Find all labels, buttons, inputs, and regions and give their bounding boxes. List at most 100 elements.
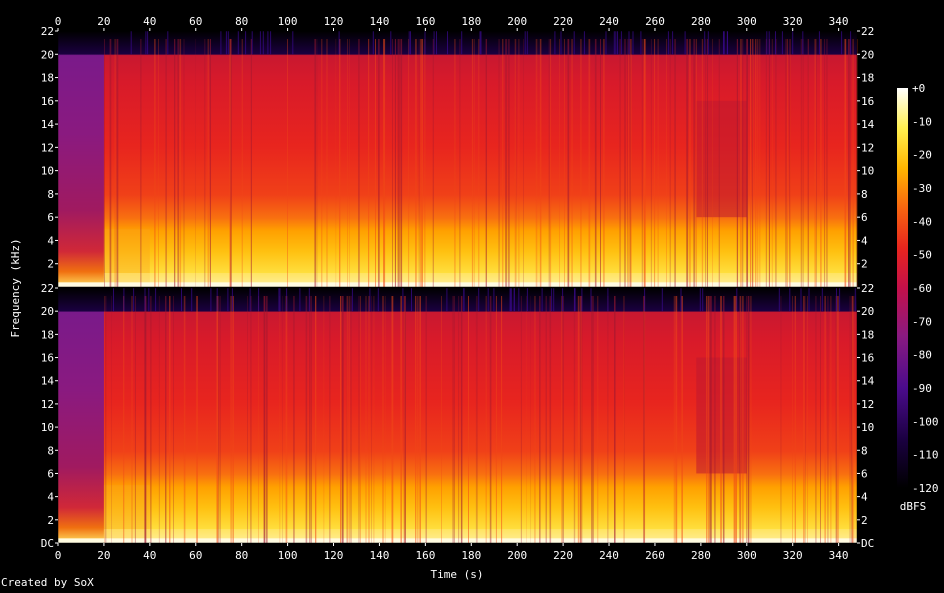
- colorbar-tick-label: -20: [912, 149, 932, 162]
- colorbar-tick-label: -40: [912, 215, 932, 228]
- y-tick-label: 12: [41, 141, 54, 154]
- x-tick-label: 200: [507, 549, 527, 562]
- x-tick-label: 180: [461, 549, 481, 562]
- x-axis-bottom: 0 20 40 60 80 100 120 140 160 180 200 220 240 260 280 3…: [55, 543, 849, 562]
- x-tick-label: 100: [278, 15, 298, 28]
- x-tick-label: 180: [461, 15, 481, 28]
- colorbar-tick-label: -50: [912, 249, 932, 262]
- y-tick-label: 6: [47, 211, 54, 224]
- y-tick-label: 16: [861, 95, 874, 108]
- colorbar-tick-label: +0: [912, 82, 925, 95]
- x-tick-label: 240: [599, 15, 619, 28]
- y-tick-label: DC: [41, 537, 54, 550]
- x-axis-label: Time (s): [431, 568, 484, 581]
- y-tick-label: 16: [41, 95, 54, 108]
- x-tick-label: 0: [55, 549, 62, 562]
- y-tick-label: 18: [41, 328, 54, 341]
- y-axis-left-1: 2 4 6 8 10 12 14 16 18 20 22: [41, 25, 58, 271]
- x-tick-label: 220: [553, 549, 573, 562]
- colorbar: +0 -10 -20 -30 -40 -50 -60 -70 -80 -90 -100 -110 -12…: [897, 82, 939, 513]
- x-tick-label: 60: [189, 15, 202, 28]
- x-tick-label: 0: [55, 15, 62, 28]
- transient-streaks: [104, 296, 856, 543]
- x-tick-label: 20: [97, 15, 110, 28]
- x-tick-label: 120: [324, 549, 344, 562]
- y-tick-label: 12: [861, 141, 874, 154]
- y-tick-label: 4: [47, 235, 54, 248]
- x-tick-label: 60: [189, 549, 202, 562]
- colorbar-tick-label: -30: [912, 182, 932, 195]
- y-tick-label: 10: [41, 165, 54, 178]
- x-tick-label: 20: [97, 549, 110, 562]
- y-tick-label: 18: [41, 72, 54, 85]
- colorbar-tick-label: -110: [912, 449, 939, 462]
- x-tick-label: 240: [599, 549, 619, 562]
- y-axis-right-2: DC 2 4 6 8 10 12 14 16 18 20 22: [857, 282, 875, 550]
- sox-credit: Created by SoX: [1, 576, 94, 589]
- y-tick-label: 10: [861, 165, 874, 178]
- x-tick-label: 320: [783, 15, 803, 28]
- mid-dip: [696, 100, 747, 218]
- channel-2: [57, 287, 858, 544]
- y-tick-label: DC: [861, 537, 874, 550]
- y-tick-label: 14: [41, 375, 55, 388]
- colorbar-tick-label: -60: [912, 282, 932, 295]
- y-tick-label: 8: [47, 188, 54, 201]
- x-tick-label: 160: [415, 549, 435, 562]
- y-tick-label: 22: [861, 282, 874, 295]
- y-tick-label: 6: [861, 211, 868, 224]
- colorbar-gradient: [897, 88, 908, 488]
- y-tick-label: 16: [41, 352, 54, 365]
- y-tick-label: 4: [47, 491, 54, 504]
- y-tick-label: 2: [861, 258, 868, 271]
- y-tick-label: 16: [861, 352, 874, 365]
- y-axis-left-2: DC 2 4 6 8 10 12 14 16 18 20 22: [41, 282, 58, 550]
- y-tick-label: 10: [41, 421, 54, 434]
- y-tick-label: 12: [41, 398, 54, 411]
- dc-line: [58, 538, 857, 543]
- channel-1: [57, 30, 858, 288]
- top-spikes: [113, 288, 856, 312]
- spectrogram-intro: [58, 288, 104, 543]
- colorbar-tick-label: -70: [912, 315, 932, 328]
- x-tick-label: 140: [369, 15, 389, 28]
- x-tick-label: 320: [783, 549, 803, 562]
- transient-streaks: [104, 39, 858, 287]
- x-tick-label: 40: [143, 549, 156, 562]
- y-tick-label: 20: [41, 305, 54, 318]
- x-tick-label: 200: [507, 15, 527, 28]
- y-tick-label: 22: [861, 25, 874, 38]
- y-tick-label: 2: [47, 258, 54, 271]
- colorbar-tick-label: -120: [912, 482, 939, 495]
- x-tick-label: 260: [645, 15, 665, 28]
- y-tick-label: 2: [47, 514, 54, 527]
- x-axis-top: 0 20 40 60 80 100 120 140 160 180 200 220 240 260 280 3…: [55, 15, 849, 31]
- spectrogram-channels: 246810121416182022246810121416182022DC24…: [41, 25, 875, 550]
- y-tick-label: 2: [861, 514, 868, 527]
- y-tick-label: 20: [861, 305, 874, 318]
- dc-line: [58, 282, 857, 287]
- x-tick-label: 280: [691, 15, 711, 28]
- x-tick-label: 340: [829, 15, 849, 28]
- y-axis-right-1: 2 4 6 8 10 12 14 16 18 20 22: [857, 25, 875, 271]
- y-tick-label: 10: [861, 421, 874, 434]
- x-tick-label: 120: [324, 15, 344, 28]
- y-tick-label: 14: [41, 118, 55, 131]
- colorbar-label: dBFS: [900, 500, 927, 513]
- y-tick-label: 18: [861, 328, 874, 341]
- y-tick-label: 6: [47, 468, 54, 481]
- colorbar-ticks: +0 -10 -20 -30 -40 -50 -60 -70 -80 -90 -100 -110 -12…: [912, 82, 939, 495]
- x-tick-label: 40: [143, 15, 156, 28]
- x-tick-label: 80: [235, 15, 248, 28]
- y-tick-label: 14: [861, 375, 875, 388]
- x-tick-label: 100: [278, 549, 298, 562]
- y-tick-label: 4: [861, 491, 868, 504]
- y-tick-label: 22: [41, 25, 54, 38]
- x-tick-label: 80: [235, 549, 248, 562]
- x-tick-label: 280: [691, 549, 711, 562]
- x-tick-label: 160: [415, 15, 435, 28]
- x-tick-label: 140: [369, 549, 389, 562]
- colorbar-tick-label: -100: [912, 415, 939, 428]
- y-tick-label: 18: [861, 72, 874, 85]
